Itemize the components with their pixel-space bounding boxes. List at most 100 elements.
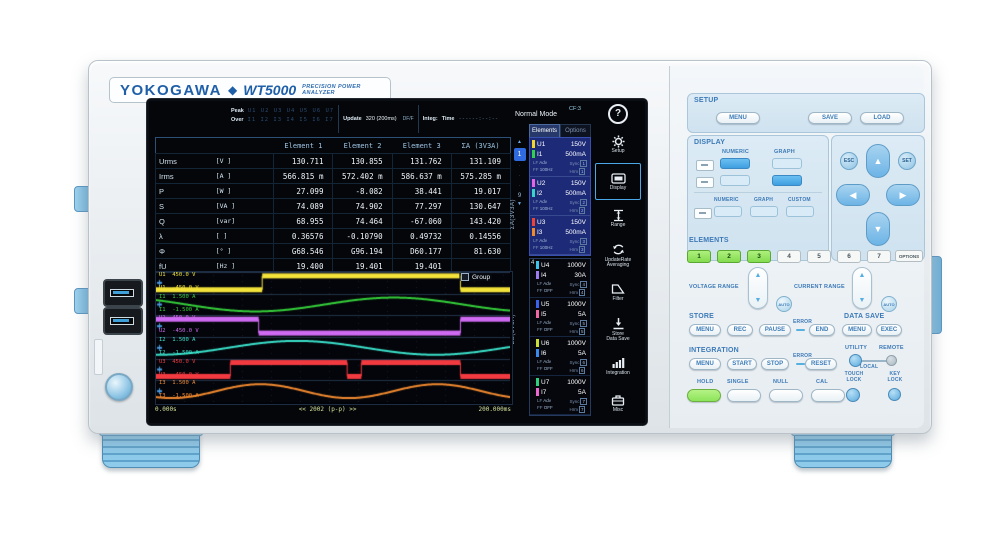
esc-button[interactable]: ESC	[840, 152, 858, 170]
element-item-3[interactable]: U3 150V I3 500mA LF Adv FF 100Hz Sync 3 Hrm 3	[530, 216, 590, 255]
current-auto-button[interactable]: AUTO	[881, 296, 897, 312]
integration-error-label: ERROR	[793, 353, 813, 359]
page-dot: ·	[518, 163, 521, 169]
range-value: 30A	[574, 271, 586, 279]
current-range-down-icon[interactable]: ▼	[858, 297, 866, 304]
group-badge[interactable]: Group	[459, 273, 493, 281]
page-up-icon[interactable]: ▲	[517, 139, 522, 145]
voltage-auto-button[interactable]: AUTO	[776, 296, 792, 312]
tab-options[interactable]: Options	[560, 124, 591, 137]
voltage-range-down-icon[interactable]: ▼	[754, 297, 762, 304]
element-button-5[interactable]: 5	[807, 250, 831, 263]
data-save-exec-button[interactable]: EXEC	[876, 324, 902, 336]
remote-label: REMOTE	[879, 345, 904, 351]
down-arrow-button[interactable]: ▼	[866, 212, 890, 246]
page-last[interactable]: 9	[517, 193, 522, 199]
load-button[interactable]: LOAD	[860, 112, 904, 124]
display-a-numeric-button[interactable]	[720, 158, 750, 169]
tab-elements[interactable]: Elements	[529, 124, 560, 137]
display-c-numeric-button[interactable]	[714, 206, 742, 217]
usb-port-1[interactable]	[103, 279, 143, 307]
single-label: SINGLE	[727, 379, 749, 385]
display-c-custom-button[interactable]	[786, 206, 814, 217]
touch-lock-button[interactable]	[846, 388, 860, 402]
store-label: STORE	[689, 313, 714, 320]
set-button[interactable]: SET	[898, 152, 916, 170]
rail-item-filter[interactable]: Filter	[595, 274, 641, 311]
key-lock-button[interactable]	[888, 388, 901, 401]
display-c-graph-button[interactable]	[750, 206, 778, 217]
rail-item-updaterate[interactable]: UpdateRate Averaging	[595, 237, 641, 274]
integration-reset-button[interactable]: RESET	[805, 358, 837, 370]
help-icon[interactable]: ?	[608, 104, 628, 124]
store-pause-button[interactable]: PAUSE	[759, 324, 791, 336]
current-range-up-icon[interactable]: ▲	[858, 272, 866, 279]
display-c-indicator-button[interactable]	[694, 208, 712, 219]
filter-settings: LF Adv FF 100Hz	[533, 238, 553, 250]
rail-item-label: Setup	[611, 148, 625, 155]
element-item-2[interactable]: U2 150V I2 500mA LF Adv FF 100Hz Sync 2 Hrm 2	[530, 177, 590, 216]
element-button-3[interactable]: 3	[747, 250, 771, 263]
voltage-range-rocker[interactable]: ▲ ▼	[748, 267, 768, 309]
store-rec-button[interactable]: REC	[727, 324, 753, 336]
display-b-numeric-button[interactable]	[720, 175, 750, 186]
save-button[interactable]: SAVE	[808, 112, 852, 124]
current-range-rocker[interactable]: ▲ ▼	[852, 267, 872, 309]
element-item-1[interactable]: U1 150V I1 500mA LF Adv FF 100Hz Sync 1 Hrm 1	[530, 138, 590, 177]
element-button-6[interactable]: 6	[837, 250, 861, 263]
store-end-button[interactable]: END	[809, 324, 835, 336]
screen-status-bar: Peak U1 U2 U3 U4 U5 U6 U7 Over I1 I2 I3 …	[227, 105, 509, 133]
option-button[interactable]: OPTIONS	[895, 250, 923, 262]
range-value: 150V	[570, 140, 586, 148]
integration-start-button[interactable]: START	[727, 358, 757, 370]
sidebar-tabs: Elements Options	[529, 124, 591, 137]
mode-label: Normal Mode	[515, 111, 558, 118]
voltage-color-bar	[536, 261, 539, 269]
cal-button[interactable]	[811, 389, 845, 402]
sync-settings: Sync 2 Hrm 2	[569, 199, 587, 214]
voltage-color-bar	[532, 140, 535, 148]
display-a-graph-button[interactable]	[772, 158, 802, 169]
hold-button[interactable]	[687, 389, 721, 402]
display-a-indicator-button[interactable]	[696, 160, 714, 171]
data-save-menu-button[interactable]: MENU	[842, 324, 872, 336]
page-down-icon[interactable]: ▼	[517, 201, 522, 207]
integration-stop-button[interactable]: STOP	[761, 358, 789, 370]
time-compression: << 2002 (p-p) >>	[298, 406, 357, 413]
page-dot: ·	[518, 173, 521, 179]
display-b-graph-button[interactable]	[772, 175, 802, 186]
table-row: Irms [A ] 566.815 m 572.402 m 586.637 m 575.2…	[154, 168, 512, 184]
rail-item-display[interactable]: Display	[595, 163, 641, 200]
setup-menu-button[interactable]: MENU	[716, 112, 760, 124]
null-button[interactable]	[769, 389, 803, 402]
element-item-7[interactable]: U7 1000V I7 5A LF Adv FF OFF Sync 7 Hrm 7	[530, 376, 590, 415]
display-label: DISPLAY	[694, 139, 726, 146]
usb-port-2[interactable]	[103, 307, 143, 335]
page-current[interactable]: 1	[513, 148, 526, 161]
rail-item-range[interactable]: Range	[595, 200, 641, 237]
element-button-1[interactable]: 1	[687, 250, 711, 263]
voltage-range-up-icon[interactable]: ▲	[754, 272, 762, 279]
right-arrow-button[interactable]: ▶	[886, 184, 920, 206]
rail-item-misc[interactable]: Misc	[595, 385, 641, 422]
element-item-5[interactable]: U5 1000V I5 5A LF Adv FF OFF Sync 5 Hrm 5	[530, 298, 590, 337]
rail-item-integration[interactable]: Integration	[595, 348, 641, 385]
up-arrow-button[interactable]: ▲	[866, 144, 890, 178]
element-button-2[interactable]: 2	[717, 250, 741, 263]
element-item-6[interactable]: U6 1000V I6 5A LF Adv FF OFF Sync 6 Hrm 6	[530, 337, 590, 376]
left-arrow-button[interactable]: ◀	[836, 184, 870, 206]
measurement-value: 572.402 m	[332, 168, 393, 184]
display-b-indicator-button[interactable]	[696, 177, 714, 188]
rail-item-store[interactable]: Store Data Save	[595, 311, 641, 348]
element-button-7[interactable]: 7	[867, 250, 891, 263]
utility-button[interactable]	[849, 354, 862, 367]
integration-menu-button[interactable]: MENU	[689, 358, 721, 370]
power-button[interactable]	[105, 373, 133, 401]
element-item-4[interactable]: U4 1000V I4 30A LF Adv FF OFF Sync 4 Hrm 4	[530, 259, 590, 298]
single-button[interactable]	[727, 389, 761, 402]
element-button-4[interactable]: 4	[777, 250, 801, 263]
store-menu-button[interactable]: MENU	[689, 324, 721, 336]
measurement-value: 143.420	[450, 213, 512, 229]
touchscreen-display[interactable]: Peak U1 U2 U3 U4 U5 U6 U7 Over I1 I2 I3 …	[147, 99, 647, 425]
rail-item-setup[interactable]: Setup	[595, 126, 641, 163]
